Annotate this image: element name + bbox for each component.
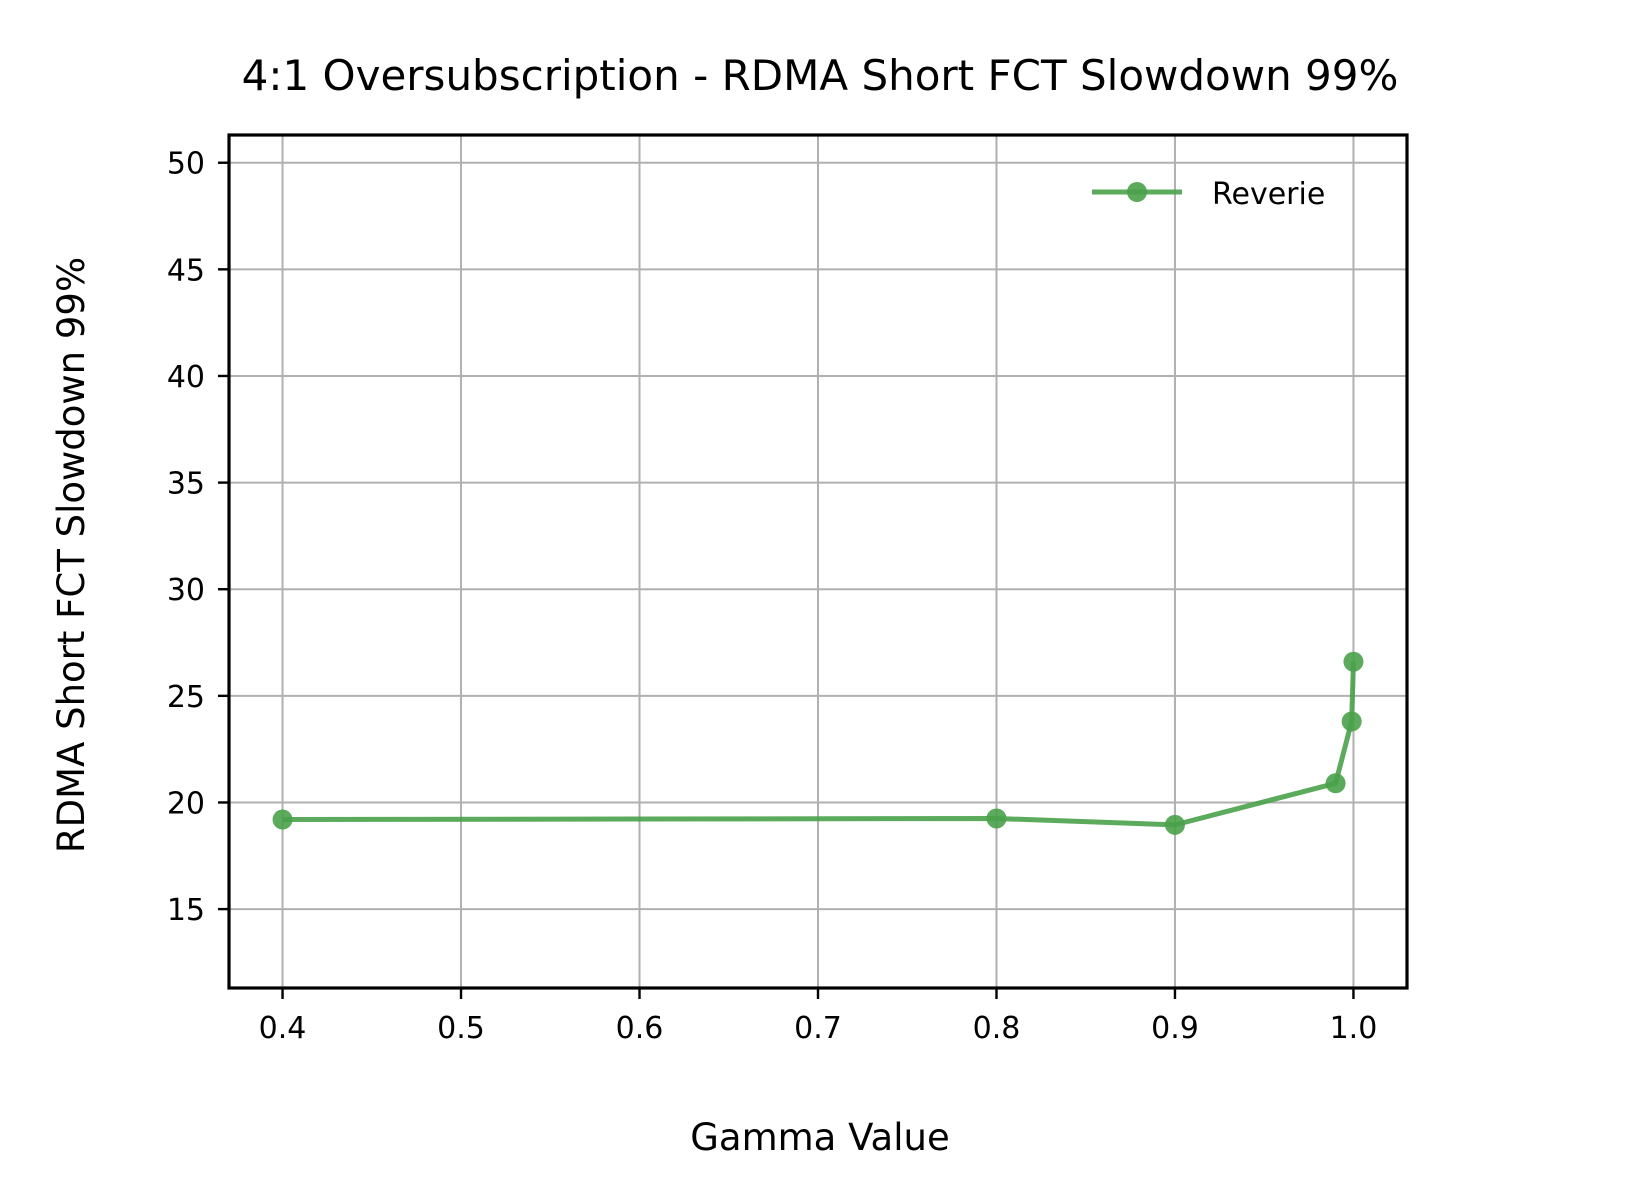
series-layer xyxy=(272,651,1364,835)
y-tick-label: 20 xyxy=(167,786,205,821)
x-tick-label: 1.0 xyxy=(1330,1011,1378,1046)
data-point xyxy=(1325,773,1346,794)
y-tick-label: 30 xyxy=(167,573,205,608)
x-tick-label: 0.9 xyxy=(1151,1011,1199,1046)
y-tick-label: 50 xyxy=(167,147,205,182)
y-axis-label: RDMA Short FCT Slowdown 99% xyxy=(50,257,93,853)
data-point xyxy=(1343,651,1364,672)
x-tick-label: 0.6 xyxy=(616,1011,664,1046)
data-point xyxy=(1164,814,1185,835)
chart-title: 4:1 Oversubscription - RDMA Short FCT Sl… xyxy=(242,51,1399,100)
data-point xyxy=(272,809,293,830)
y-tick-label: 40 xyxy=(167,360,205,395)
y-tick-label: 25 xyxy=(167,680,205,715)
x-tick-label: 0.8 xyxy=(973,1011,1021,1046)
x-tick-label: 0.4 xyxy=(259,1011,307,1046)
x-axis-label: Gamma Value xyxy=(690,1116,949,1159)
data-point xyxy=(986,808,1007,829)
x-tick-label: 0.5 xyxy=(437,1011,485,1046)
ticks: 0.4 0.5 0.6 0.7 0.8 0.9 1.0 15 20 25 30 35 40 45 50 xyxy=(167,147,1378,1046)
y-tick-label: 35 xyxy=(167,467,205,502)
y-tick-label: 15 xyxy=(167,893,205,928)
legend-marker-reverie xyxy=(1127,182,1147,202)
legend: Reverie xyxy=(1092,177,1325,212)
legend-label-reverie: Reverie xyxy=(1212,177,1325,212)
data-point xyxy=(1341,711,1362,732)
grid xyxy=(229,135,1407,988)
x-tick-label: 0.7 xyxy=(794,1011,842,1046)
y-tick-label: 45 xyxy=(167,253,205,288)
